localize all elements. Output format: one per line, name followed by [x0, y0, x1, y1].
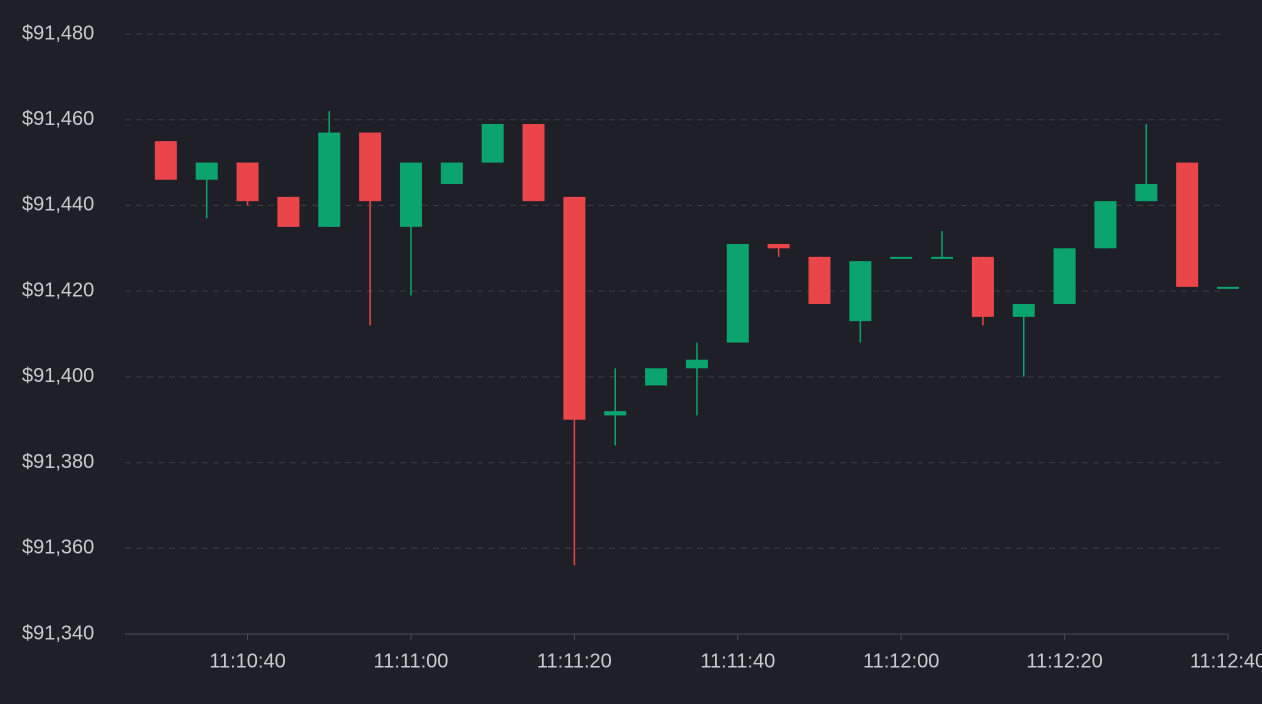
- candle-body: [522, 124, 545, 202]
- candle-body: [971, 256, 994, 317]
- candle-body: [890, 256, 913, 259]
- candle-body: [604, 411, 627, 416]
- candle-body: [318, 132, 341, 227]
- candle-body: [645, 368, 668, 386]
- x-tick-label: 11:11:40: [700, 650, 775, 672]
- candle-body: [1053, 248, 1076, 304]
- x-tick-label: 11:11:00: [374, 650, 449, 672]
- candle-body: [1217, 286, 1239, 289]
- y-tick-label: $91,380: [22, 451, 94, 473]
- candle-body: [1176, 162, 1199, 287]
- candle-body: [931, 256, 954, 259]
- x-tick-label: 11:10:40: [209, 650, 285, 672]
- y-tick-label: $91,460: [22, 108, 94, 130]
- candle-body: [195, 162, 218, 180]
- candle-body: [726, 244, 749, 343]
- x-tick-label: 11:12:00: [863, 650, 939, 672]
- y-tick-label: $91,420: [22, 279, 94, 301]
- candle-body: [808, 256, 831, 304]
- candle-body: [1012, 304, 1035, 317]
- candle-body: [685, 359, 708, 369]
- candle-body: [563, 196, 586, 420]
- candle-body: [1094, 201, 1117, 249]
- candle-body: [767, 244, 790, 249]
- candle-body: [359, 132, 382, 202]
- y-tick-label: $91,440: [22, 194, 94, 216]
- candle-body: [1135, 184, 1158, 202]
- x-tick-label: 11:11:20: [537, 650, 612, 672]
- y-tick-label: $91,480: [22, 22, 94, 44]
- candle-body: [440, 162, 463, 184]
- candle-body: [154, 141, 177, 180]
- y-tick-label: $91,400: [22, 365, 94, 387]
- x-tick-label: 11:12:40: [1190, 650, 1262, 672]
- candle-body: [481, 124, 504, 163]
- candle-body: [236, 162, 259, 202]
- y-tick-label: $91,360: [22, 537, 94, 559]
- y-tick-label: $91,340: [22, 622, 94, 644]
- candle-body: [849, 261, 872, 322]
- x-tick-label: 11:12:20: [1026, 650, 1102, 672]
- candle-body: [399, 162, 422, 227]
- candle-body: [277, 196, 300, 227]
